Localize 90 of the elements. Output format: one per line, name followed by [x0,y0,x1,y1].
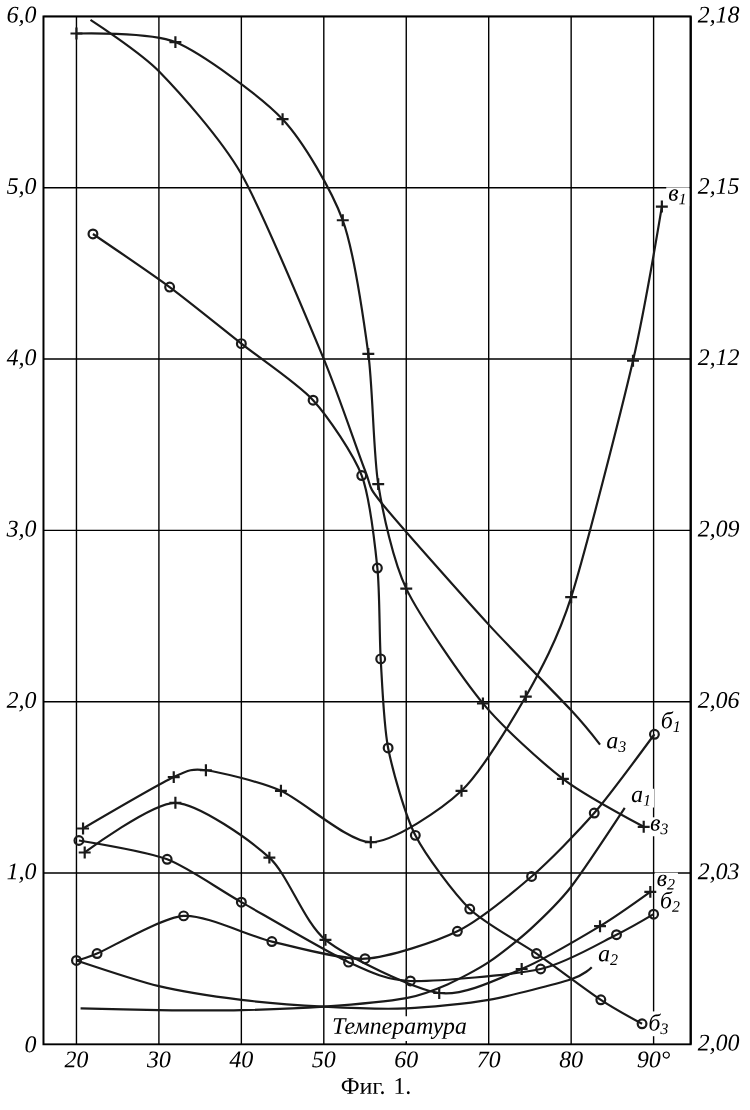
point [371,562,383,574]
y2-tick-label: 2,18 [697,6,740,27]
y2-tick-label: 2,09 [697,520,739,541]
x-tick-label: 20 [64,1051,88,1068]
text: Фиг. 1. [341,1078,410,1095]
point [69,26,84,41]
point [648,728,660,740]
point [475,696,490,711]
point [588,807,600,819]
y2-tick-label: 2,00 [697,1034,740,1055]
point [356,470,368,482]
point [163,281,175,293]
point [275,112,290,127]
point [318,932,333,947]
series-label: в$_{1}$ [668,189,685,205]
y2-tick-label: 2,15 [697,177,739,198]
point [514,961,529,977]
point [399,581,414,596]
y2-tick-label: 2,03 [697,863,739,883]
series-label: б$_{3}$ [649,1013,668,1035]
point [404,975,416,987]
point [307,394,319,406]
point [363,835,378,850]
point [451,925,463,937]
point [654,199,669,214]
point [198,763,213,778]
point [273,783,288,798]
point [73,835,85,846]
point [518,689,533,704]
point [409,829,421,841]
y-tick-label: 5,0 [6,177,36,198]
point [177,910,189,922]
point [592,919,607,934]
point [382,742,394,754]
y2-tick-label: 2,12 [697,349,739,369]
point [535,963,546,975]
y-tick-label: 6,0 [7,6,36,27]
y2-tick-label: 2,06 [697,691,740,712]
point [647,908,659,920]
y-tick-label: 2,0 [6,691,36,712]
point [91,948,103,960]
point [370,477,386,492]
point [610,929,622,941]
point [70,954,82,966]
point [625,353,640,368]
point [87,228,99,240]
x-tick-label: 70 [478,1051,501,1068]
x-tick-label: 90° [637,1051,670,1068]
point [75,821,90,836]
series-label: б$_{1}$ [661,711,679,732]
point [359,953,371,965]
point [168,795,183,810]
y-tick-label: 4,0 [6,349,36,369]
series-label: б$_{2}$ [660,891,680,912]
y-tick-label: 0 [25,1036,36,1053]
point [262,850,277,865]
point [525,871,537,882]
point [530,948,542,960]
x-tick-label: 50 [312,1051,336,1068]
series-label: в$_{2}$ [657,874,675,890]
point [266,936,278,948]
point [235,896,247,908]
point [454,783,469,798]
point [166,770,181,785]
point [563,590,579,605]
x-tick-label: 40 [229,1051,253,1068]
point [235,338,247,350]
series-label: а$_{2}$ [598,950,618,965]
point [335,213,350,228]
point [161,853,173,865]
series-label: в$_{3}$ [650,819,668,835]
point [464,903,476,915]
point [643,884,658,899]
point [77,845,92,860]
x-tick-label: 80 [559,1051,583,1068]
x-tick-label: 60 [395,1051,418,1068]
point [595,994,607,1006]
x-axis-title: Температура [333,1018,466,1039]
point [342,956,354,968]
x-tick-label: 30 [146,1051,171,1068]
series-label: а$_{1}$ [631,790,650,806]
point [555,771,570,786]
point [636,819,651,834]
series-label: а$_{3}$ [606,737,626,753]
point [375,653,386,665]
point [168,35,183,50]
point [636,1018,648,1030]
y-tick-label: 1,0 [7,863,36,883]
point [361,346,376,361]
y-tick-label: 3,0 [6,520,36,541]
